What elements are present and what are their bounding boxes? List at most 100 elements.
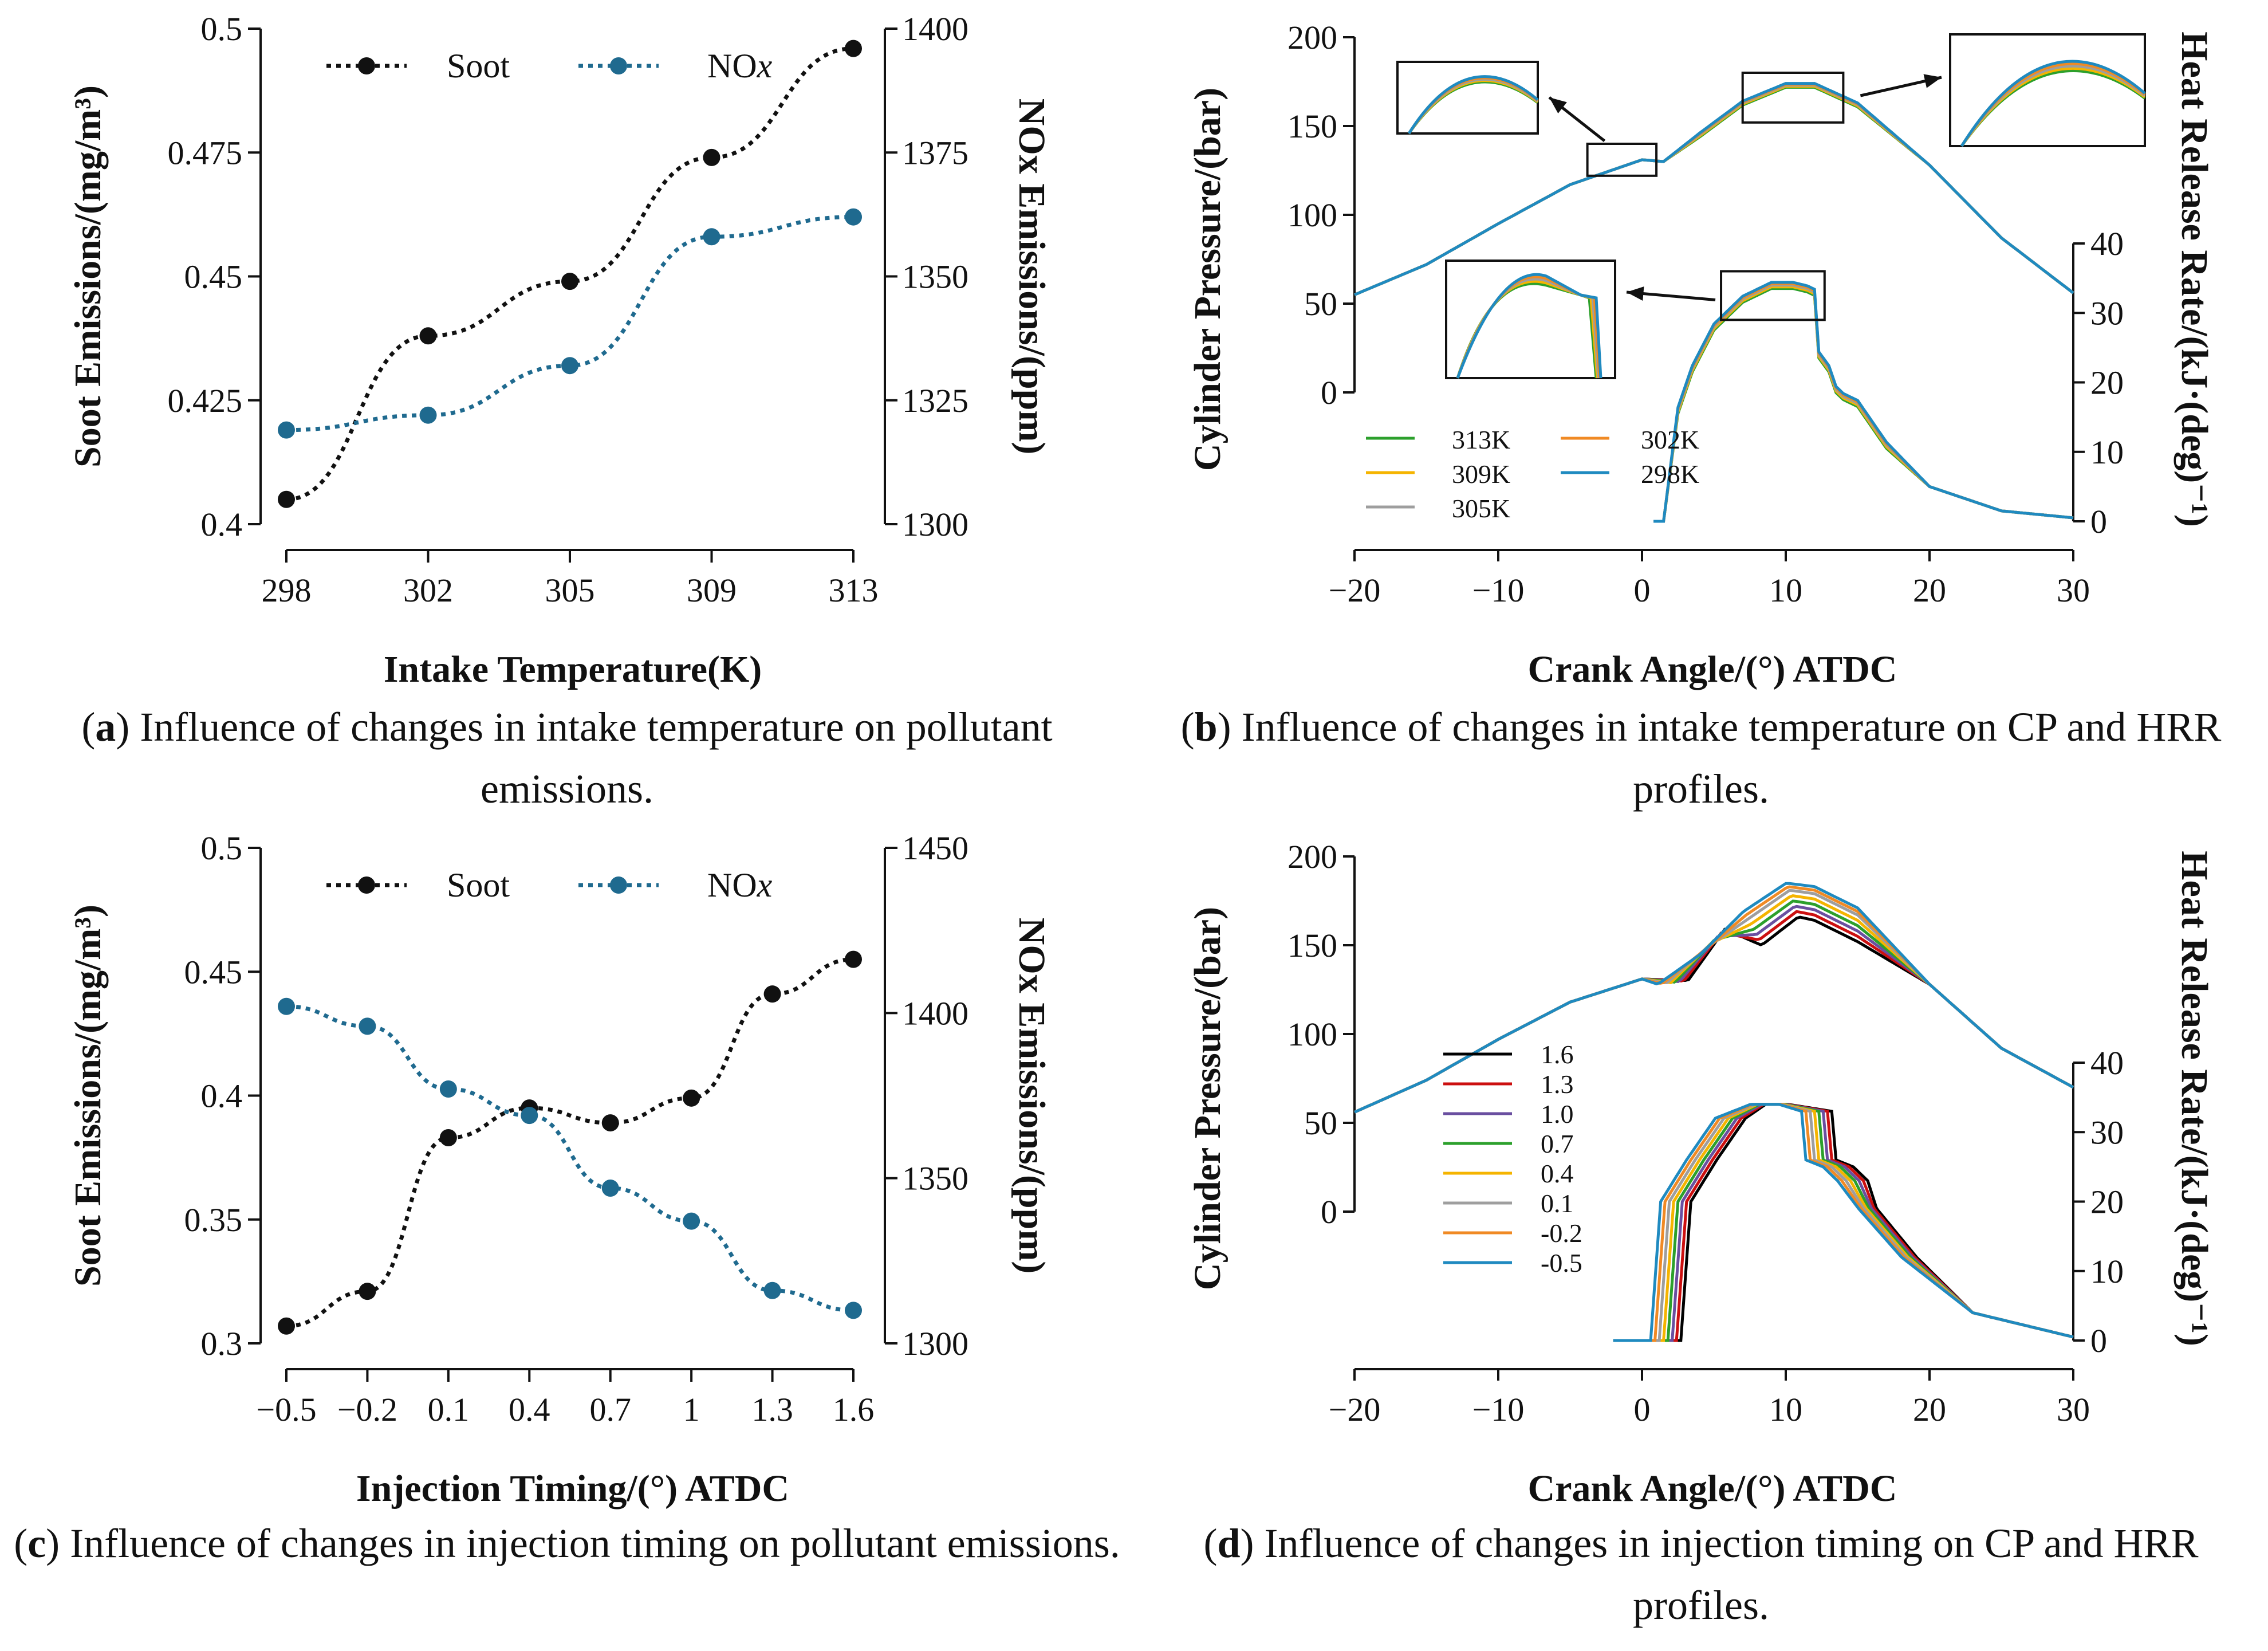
b-zoom-arrow-head xyxy=(1627,286,1644,301)
d-x-tick-label: 20 xyxy=(1913,1391,1946,1428)
b-inset-curve xyxy=(1407,75,1539,135)
b-right-tick-label: 20 xyxy=(2090,364,2124,402)
a-soot-point xyxy=(703,148,720,166)
caption-a: (a) Influence of changes in intake tempe… xyxy=(81,704,1053,812)
chart-c: 0.3 0.35 0.4 0.45 0.5 1300 1350 1400 1450 −0.5 −0.… xyxy=(0,819,1123,1518)
b-hrr-curve-298K xyxy=(1653,281,2074,523)
c-x-tick-label: 1.3 xyxy=(751,1391,793,1428)
c-nox-point xyxy=(683,1212,700,1230)
caption-d-label: d xyxy=(1217,1520,1241,1566)
d-right-tick-label: 0 xyxy=(2090,1322,2107,1359)
d-pressure-curve-1.0 xyxy=(1353,905,2074,1114)
b-left-tick-label: 150 xyxy=(1287,108,1337,145)
b-x-axis-title: Crank Angle/(°) ATDC xyxy=(1528,648,1897,690)
d-right-tick-label: 40 xyxy=(2090,1044,2124,1082)
c-x-tick-label: −0.5 xyxy=(256,1391,316,1428)
b-x-tick-label: 0 xyxy=(1634,572,1651,609)
c-soot-point xyxy=(763,985,781,1003)
b-right-tick-label: 40 xyxy=(2090,225,2124,262)
c-left-tick-label: 0.35 xyxy=(184,1201,243,1239)
d-pressure-curve-0.1 xyxy=(1353,889,2074,1114)
b-zoom-region-box xyxy=(1586,143,1658,177)
a-x-tick-label: 309 xyxy=(687,572,737,609)
a-soot-point xyxy=(278,490,295,508)
a-right-axis-title: NOx Emissions/(ppm) xyxy=(1011,99,1053,455)
c-x-tick-label: 1.6 xyxy=(833,1391,875,1428)
c-left-axis-title: Soot Emissions/(mg/m³) xyxy=(67,905,109,1287)
a-soot-point xyxy=(419,327,437,345)
a-nox-point xyxy=(419,406,437,424)
d-left-axis-title: Cylinder Pressure/(bar) xyxy=(1187,907,1228,1290)
d-left-tick-label: 0 xyxy=(1321,1193,1337,1231)
d-x-tick-label: 0 xyxy=(1634,1391,1651,1428)
chart-b-svg: 0 50 100 150 200 0 10 20 30 40 −20 −10 0 10 20 30 Crank … xyxy=(1187,19,2215,690)
c-x-tick-label: 1 xyxy=(683,1391,700,1428)
a-soot-point xyxy=(845,40,862,57)
d-pressure-curve--0.5 xyxy=(1353,882,2074,1114)
b-x-tick-label: −10 xyxy=(1472,572,1525,609)
chart-a: 0.4 0.425 0.45 0.475 0.5 1300 1325 1350 1375 1400… xyxy=(0,0,1123,699)
c-soot-point xyxy=(439,1129,457,1147)
caption-b-text: Influence of changes in intake temperatu… xyxy=(1241,704,2222,812)
caption-d: (d) Influence of changes in injection ti… xyxy=(1203,1520,2199,1628)
c-left-tick-label: 0.4 xyxy=(201,1078,243,1115)
d-pressure-curve--0.2 xyxy=(1353,885,2074,1114)
c-soot-point xyxy=(845,950,862,968)
a-left-tick-label: 0.5 xyxy=(201,10,243,48)
d-left-tick-label: 200 xyxy=(1287,838,1337,875)
a-soot-point xyxy=(561,273,578,290)
caption-c-text: Influence of changes in injection timing… xyxy=(70,1520,1120,1566)
c-nox-line xyxy=(286,1004,854,1312)
c-left-tick-label: 0.3 xyxy=(201,1325,243,1362)
b-left-tick-label: 50 xyxy=(1304,285,1337,323)
c-nox-point xyxy=(359,1017,376,1035)
c-legend-soot-label: Soot xyxy=(447,866,510,904)
c-nox-point xyxy=(845,1302,862,1319)
c-right-tick-label: 1450 xyxy=(902,830,968,867)
chart-a-svg: 0.4 0.425 0.45 0.475 0.5 1300 1325 1350 1375 1400… xyxy=(67,10,1053,690)
b-inset-box xyxy=(1949,33,2146,147)
d-pressure-curve-0.4 xyxy=(1353,894,2074,1114)
a-left-tick-label: 0.475 xyxy=(168,134,243,171)
b-hrr-curve-302K xyxy=(1653,282,2074,523)
a-nox-point xyxy=(561,357,578,375)
a-x-tick-label: 302 xyxy=(403,572,453,609)
chart-c-svg: 0.3 0.35 0.4 0.45 0.5 1300 1350 1400 1450 −0.5 −0.… xyxy=(67,830,1053,1510)
b-right-tick-label: 30 xyxy=(2090,294,2124,332)
d-legend-label-0.7: 0.7 xyxy=(1541,1129,1574,1158)
c-left-tick-label: 0.5 xyxy=(201,830,243,867)
chart-d: 0 50 100 150 200 0 10 20 30 40 −20 −10 0 10 20 30 Crank … xyxy=(1134,819,2268,1518)
b-pressure-curve-298K xyxy=(1354,82,2074,296)
b-inset-curve xyxy=(1456,273,1602,379)
d-x-axis-title: Crank Angle/(°) ATDC xyxy=(1528,1468,1897,1510)
d-x-tick-label: 10 xyxy=(1769,1391,1802,1428)
caption-a-label: a xyxy=(95,704,116,750)
d-left-tick-label: 50 xyxy=(1304,1104,1337,1142)
a-x-tick-label: 305 xyxy=(545,572,595,609)
c-right-axis-title: NOx Emissions/(ppm) xyxy=(1011,918,1053,1274)
d-x-tick-label: −20 xyxy=(1329,1391,1381,1428)
d-legend-label-1.0: 1.0 xyxy=(1541,1099,1574,1129)
b-zoom-region-box xyxy=(1720,270,1826,321)
a-right-tick-label: 1400 xyxy=(902,10,968,48)
a-left-axis-title: Soot Emissions/(mg/m³) xyxy=(67,85,109,467)
a-right-tick-label: 1375 xyxy=(902,134,968,171)
b-legend-label-302K: 302K xyxy=(1641,425,1699,454)
c-right-tick-label: 1400 xyxy=(902,994,968,1032)
b-zoom-arrow-head xyxy=(1923,74,1942,88)
a-nox-point xyxy=(278,421,295,439)
b-right-axis-title: Heat Release Rate/(kJ·(deg)⁻¹) xyxy=(2174,32,2215,527)
a-legend-nox-label: NOx xyxy=(707,47,773,85)
b-x-tick-label: 20 xyxy=(1913,572,1946,609)
d-left-tick-label: 150 xyxy=(1287,927,1337,964)
c-legend-nox-label: NOx xyxy=(707,866,773,904)
caption-b: (b) Influence of changes in intake tempe… xyxy=(1180,704,2222,812)
b-inset-curve xyxy=(1960,60,2146,147)
a-right-tick-label: 1350 xyxy=(902,258,968,296)
b-left-tick-label: 200 xyxy=(1287,19,1337,56)
a-legend-soot-label: Soot xyxy=(447,47,510,85)
b-x-tick-label: 10 xyxy=(1769,572,1802,609)
c-x-tick-label: −0.2 xyxy=(337,1391,397,1428)
a-nox-point xyxy=(845,208,862,226)
a-left-tick-label: 0.425 xyxy=(168,382,243,419)
